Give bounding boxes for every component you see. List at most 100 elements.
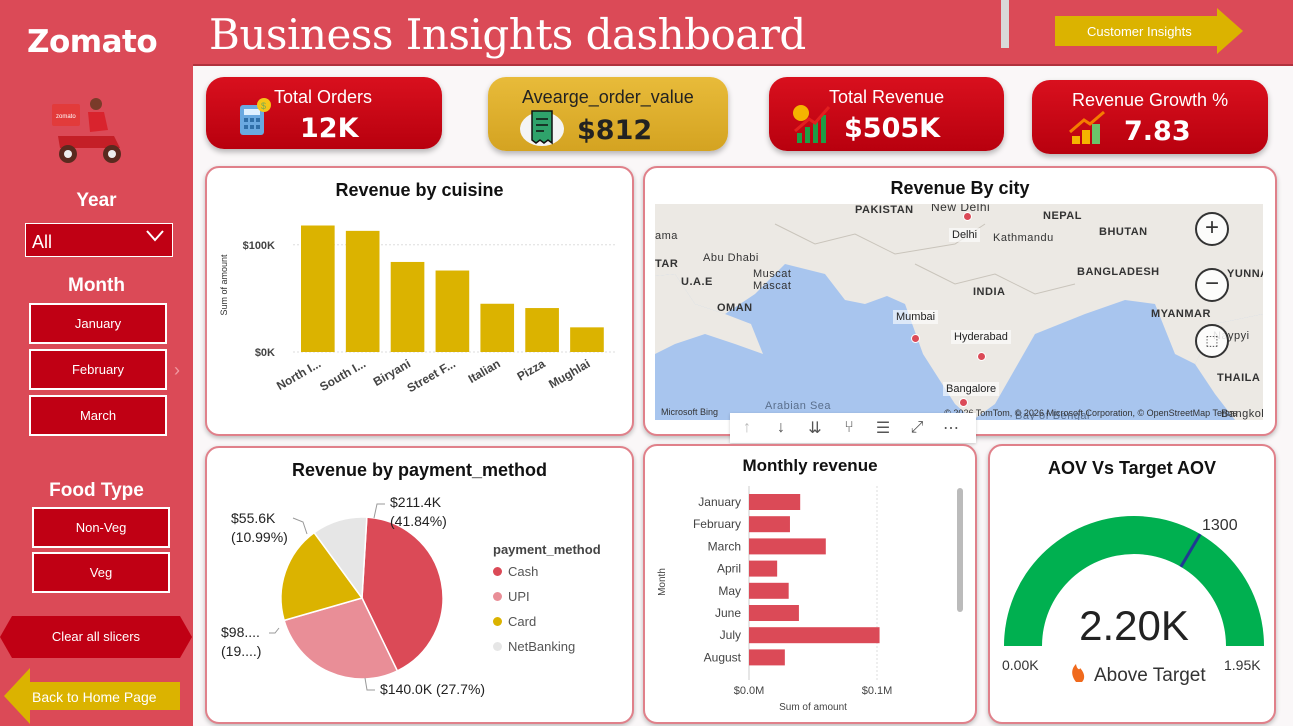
legend-marker — [493, 592, 502, 601]
pie-slice — [313, 516, 368, 601]
chevron-right-icon[interactable]: › — [174, 360, 180, 380]
sidebar: Zomato zomato Year All Month January Feb… — [0, 0, 193, 726]
aov-gauge-panel: AOV Vs Target AOV 1300 2.20K 0.00K 1.95K Abo… — [988, 444, 1276, 724]
year-slicer-title: Year — [76, 190, 117, 211]
page-title: Business Insights dashboard — [209, 10, 806, 59]
clear-slicers-button[interactable]: Clear all slicers — [0, 616, 192, 658]
map-label: U.A.E — [681, 276, 713, 288]
leader-line — [269, 627, 280, 634]
leader-line — [292, 517, 308, 535]
focus-mode-icon[interactable]: ⤢ — [910, 419, 924, 436]
bar — [345, 230, 380, 352]
kpi-value: 7.83 — [1124, 116, 1191, 147]
kpi-value: $505K — [844, 113, 941, 144]
legend-marker — [493, 617, 502, 626]
y-tick-label: April — [717, 562, 741, 576]
bar — [390, 261, 425, 352]
legend-label: UPI — [508, 589, 530, 604]
receipt-icon — [520, 110, 564, 146]
month-slicer-title: Month — [68, 275, 125, 296]
bar — [749, 605, 799, 621]
y-tick-label: August — [704, 650, 742, 664]
city-marker-mumbai[interactable] — [911, 334, 920, 343]
scrollbar — [957, 488, 963, 612]
bar — [749, 516, 790, 533]
bar — [570, 327, 604, 352]
header-divider — [1001, 0, 1009, 48]
food-slicer-non-veg[interactable]: Non-Veg — [32, 507, 170, 548]
map-attribution[interactable]: © 2026 TomTom, © 2026 Microsoft Corporat… — [944, 408, 1237, 418]
map-land — [655, 204, 1263, 420]
food-type-slicer-title: Food Type — [49, 480, 144, 501]
zoom-out-button[interactable]: − — [1195, 268, 1229, 302]
customer-insights-button[interactable]: Customer Insights — [1053, 8, 1245, 54]
city-label-mumbai: Mumbai — [893, 310, 939, 324]
target-label: 1300 — [1202, 517, 1238, 534]
city-label-delhi: Delhi — [949, 228, 981, 242]
map-label: Bay of Bengal — [1015, 410, 1090, 420]
y-tick-label: February — [693, 517, 741, 531]
month-slicer-february[interactable]: February — [29, 349, 167, 390]
month-slicer-march[interactable]: March — [29, 395, 167, 436]
svg-text:$: $ — [261, 101, 266, 111]
arrow-left-icon — [4, 668, 180, 724]
bar — [480, 303, 515, 352]
y-tick-label: May — [718, 584, 741, 598]
payment-method-panel: Revenue by payment_method $211.4K (41.84%… — [205, 446, 634, 724]
map-title: Revenue By city — [890, 178, 1030, 198]
drill-up-icon[interactable]: ↑ — [743, 419, 751, 436]
pie-slice — [283, 597, 399, 680]
map-label: ama — [655, 230, 678, 242]
kpi-label: Revenue Growth % — [1072, 90, 1229, 110]
x-tick-label: Pizza — [515, 356, 548, 383]
zoom-in-button[interactable]: + — [1195, 212, 1229, 246]
legend-marker — [493, 642, 502, 651]
month-slicer-january[interactable]: January — [29, 303, 167, 344]
filter-icon[interactable]: ☰ — [875, 420, 891, 437]
pie-slice — [361, 516, 444, 672]
kpi-average-order-value: Avearge_order_value $812 — [488, 77, 728, 151]
back-home-button[interactable]: Back to Home Page — [4, 668, 182, 724]
city-marker-hyderabad[interactable] — [977, 352, 986, 361]
kpi-label: Total Revenue — [829, 87, 945, 107]
legend-item-cash[interactable]: Cash — [493, 564, 538, 579]
y-tick-label: July — [720, 628, 741, 642]
city-label-hyderabad: Hyderabad — [951, 330, 1011, 344]
drill-down-icon[interactable]: ↓ — [777, 419, 785, 436]
city-marker-bangalore[interactable] — [959, 398, 968, 407]
legend-item-card[interactable]: Card — [493, 614, 536, 629]
visual-toolbar: ↑ ↓ ⇊ ⑂ ☰ ⤢ ⋯ — [730, 413, 976, 443]
svg-text:zomato: zomato — [56, 114, 76, 120]
bar — [749, 494, 801, 510]
chevron-down-icon — [146, 230, 164, 242]
more-options-icon[interactable]: ⋯ — [943, 420, 959, 437]
expand-all-icon[interactable]: ⇊ — [808, 420, 822, 437]
chart-title: Monthly revenue — [742, 456, 878, 475]
growth-chart-icon — [793, 105, 831, 143]
year-dropdown[interactable]: All — [25, 223, 173, 257]
legend-item-netbanking[interactable]: NetBanking — [493, 639, 575, 654]
map-label: MYANMAR — [1151, 308, 1211, 320]
select-region-button[interactable]: ⬚ — [1195, 324, 1229, 358]
legend-item-upi[interactable]: UPI — [493, 589, 530, 604]
x-tick-label: South I... — [317, 356, 368, 393]
chart-title: AOV Vs Target AOV — [1047, 458, 1217, 478]
x-tick-label: Italian — [466, 356, 503, 385]
map-label: THAILA — [1217, 372, 1261, 384]
header: Business Insights dashboard Customer Ins… — [193, 0, 1293, 66]
x-axis-label: Sum of amount — [779, 702, 847, 713]
food-slicer-veg[interactable]: Veg — [32, 552, 170, 593]
pie-slice — [280, 531, 364, 622]
bar — [749, 627, 880, 644]
year-dropdown-value: All — [32, 232, 53, 252]
calculator-icon: $ — [240, 98, 271, 135]
data-label: (41.84%) — [390, 513, 447, 529]
hierarchy-icon[interactable]: ⑂ — [844, 419, 854, 436]
map-label: OMAN — [717, 302, 753, 314]
city-marker-delhi[interactable] — [963, 212, 972, 221]
data-label: $140.0K (27.7%) — [380, 681, 485, 697]
city-map[interactable]: PAKISTAN NEPAL BHUTAN BANGLADESH INDIA M… — [655, 204, 1263, 420]
city-label-bangalore: Bangalore — [943, 382, 1000, 396]
y-axis-label: Sum of amount — [219, 254, 229, 316]
map-label: PAKISTAN — [855, 204, 914, 216]
